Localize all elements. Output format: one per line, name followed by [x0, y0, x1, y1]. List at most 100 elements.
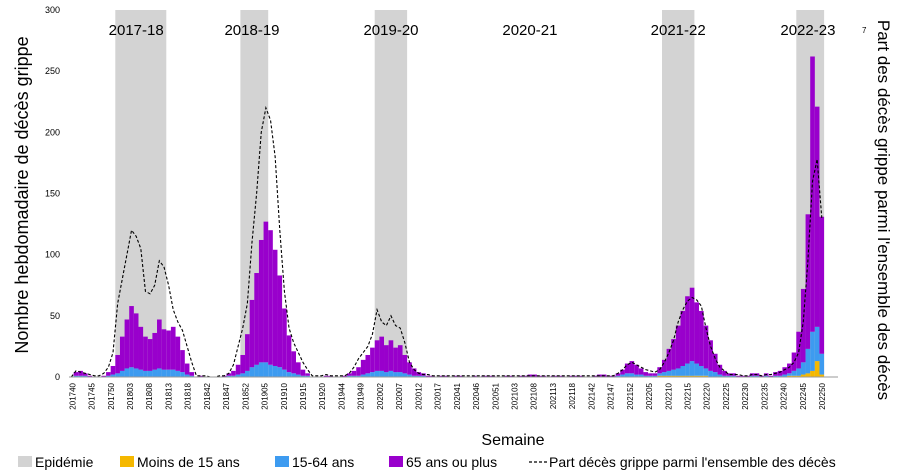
- bar-15-64: [722, 375, 727, 377]
- legend-label: Moins de 15 ans: [137, 454, 240, 470]
- bar-65-plus: [689, 287, 695, 362]
- bar-65-plus: [578, 375, 584, 377]
- bar-15-64: [365, 373, 371, 377]
- bar-65-plus: [282, 308, 287, 370]
- bar-15-64: [129, 367, 134, 377]
- bar-65-plus: [518, 375, 523, 377]
- bar-65-plus: [680, 310, 686, 366]
- x-tick-label: 202152: [626, 382, 635, 409]
- x-tick-label: 202118: [568, 382, 577, 409]
- bar-65-plus: [481, 375, 486, 377]
- bar-65-plus: [198, 375, 204, 377]
- bar-15-64: [258, 362, 264, 377]
- legend-item: Moins de 15 ans: [120, 454, 240, 470]
- bar-65-plus: [291, 351, 296, 374]
- y-tick-label: 200: [45, 127, 60, 137]
- bar-15-64: [388, 370, 394, 377]
- bar-65-plus: [82, 373, 88, 376]
- epidemic-bands: [115, 10, 825, 377]
- legend-swatch: [275, 456, 289, 467]
- bar-15-64: [143, 370, 148, 377]
- bar-65-plus: [226, 373, 232, 376]
- bar-65-plus: [87, 375, 93, 377]
- bar-65-plus: [263, 221, 269, 363]
- bar-65-plus: [231, 370, 236, 376]
- bar-moins-15: [694, 375, 700, 377]
- bar-65-plus: [745, 375, 750, 377]
- bar-65-plus: [490, 375, 496, 377]
- legend: Epidémie Moins de 15 ans 15-64 ans 65 ans o…: [18, 454, 836, 470]
- legend-label: Epidémie: [35, 454, 94, 470]
- bar-15-64: [397, 372, 403, 377]
- bar-65-plus: [787, 363, 792, 374]
- bar-65-plus: [652, 373, 658, 376]
- legend-item: 15-64 ans: [275, 454, 354, 470]
- bar-65-plus: [175, 336, 181, 371]
- bar-65-plus: [254, 273, 259, 365]
- bar-65-plus: [384, 345, 389, 373]
- bar-moins-15: [703, 375, 709, 377]
- bar-moins-15: [699, 375, 704, 377]
- bar-65-plus: [708, 340, 713, 371]
- bar-65-plus: [180, 350, 185, 373]
- x-tick-label: 202113: [549, 382, 558, 409]
- bar-15-64: [393, 372, 398, 377]
- bar-65-plus: [416, 372, 422, 376]
- x-tick-label: 202215: [684, 382, 693, 409]
- bar-65-plus: [249, 299, 255, 368]
- bar-65-plus: [634, 364, 639, 375]
- y-axis-title: Nombre hebdomadaire de décès grippe: [12, 36, 32, 353]
- season-label: 2018-19: [224, 22, 279, 39]
- bar-15-64: [305, 375, 310, 377]
- bar-15-64: [282, 369, 287, 377]
- x-tick-label: 201842: [203, 382, 212, 409]
- bar-65-plus: [258, 239, 264, 363]
- bar-15-64: [657, 373, 662, 376]
- bar-65-plus: [397, 345, 403, 373]
- x-tick-label: 201915: [299, 382, 308, 409]
- bar-15-64: [384, 372, 389, 377]
- bar-15-64: [638, 374, 644, 377]
- bar-15-64: [166, 369, 171, 377]
- x-tick-label: 202041: [453, 382, 462, 409]
- bar-15-64: [620, 374, 625, 377]
- legend-swatch: [18, 456, 32, 467]
- bar-65-plus: [379, 336, 385, 371]
- bar-65-plus: [722, 370, 727, 376]
- bar-65-plus: [657, 367, 662, 374]
- legend-item: Epidémie: [18, 454, 94, 470]
- bar-15-64: [360, 374, 366, 377]
- bar-15-64: [231, 375, 236, 377]
- bar-65-plus: [671, 339, 676, 370]
- bar-15-64: [184, 374, 190, 377]
- x-tick-label: 201905: [261, 382, 270, 409]
- x-tick-label: 201847: [222, 382, 231, 409]
- bar-65-plus: [661, 359, 667, 373]
- season-label: 2020-21: [502, 22, 557, 39]
- bar-65-plus: [541, 375, 547, 377]
- bar-15-64: [119, 370, 125, 377]
- bar-15-64: [749, 375, 755, 377]
- bar-15-64: [666, 370, 672, 376]
- bar-15-64: [73, 375, 79, 377]
- bar-65-plus: [726, 373, 732, 376]
- bar-15-64: [796, 368, 801, 376]
- bar-65-plus: [161, 329, 167, 370]
- bar-15-64: [731, 375, 737, 377]
- bar-moins-15: [671, 375, 676, 377]
- bar-15-64: [268, 364, 273, 377]
- bar-65-plus: [370, 347, 375, 373]
- bar-15-64: [754, 375, 760, 377]
- x-tick-label: 202007: [395, 382, 404, 409]
- bar-65-plus: [402, 354, 408, 374]
- bar-15-64: [295, 374, 301, 377]
- bar-65-plus: [393, 347, 398, 373]
- bar-15-64: [351, 375, 357, 377]
- bar-65-plus: [759, 375, 764, 377]
- bar-moins-15: [685, 375, 690, 377]
- bar-65-plus: [346, 373, 352, 376]
- x-tick-label: 201852: [241, 382, 250, 409]
- x-tick-label: 202235: [760, 382, 769, 409]
- bar-65-plus: [101, 375, 107, 377]
- legend-label: 15-64 ans: [292, 454, 354, 470]
